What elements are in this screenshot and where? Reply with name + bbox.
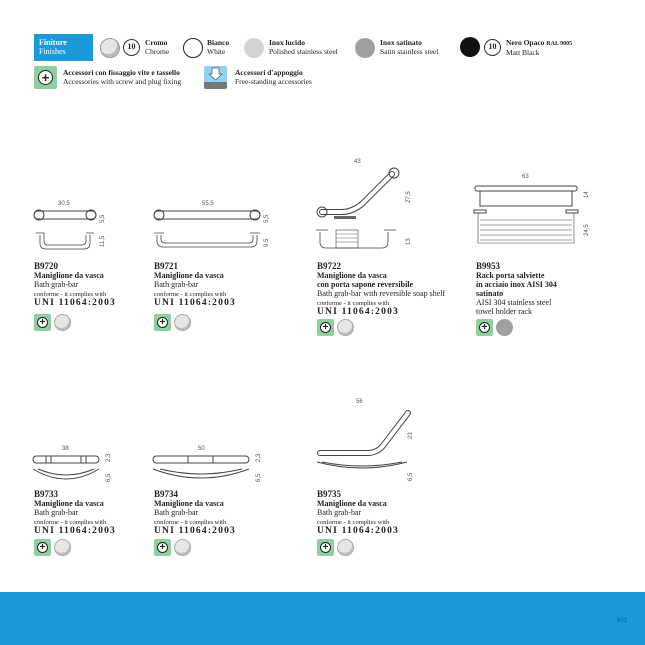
finish-polished: Inox lucido Polished stainless steel xyxy=(269,38,338,56)
svg-text:5,5: 5,5 xyxy=(264,214,270,223)
b9722-drawing: 43 27,5 13 xyxy=(316,159,412,249)
svg-text:6,5: 6,5 xyxy=(256,473,262,482)
svg-text:5,5: 5,5 xyxy=(100,214,106,223)
product-b9721: B9721 Maniglione da vasca Bath grab-bar co… xyxy=(154,262,236,331)
svg-text:6,5: 6,5 xyxy=(106,473,112,482)
svg-text:11,5: 11,5 xyxy=(100,235,106,247)
finish-white: Bianco White xyxy=(207,38,230,56)
screw-plug-icon: + xyxy=(34,539,51,556)
footer-band xyxy=(0,592,645,645)
finish-black: Nero Opaco RAL 9005 Matt Black xyxy=(506,38,573,57)
chrome-finish-icon xyxy=(174,314,191,331)
finish-chrome: Cromo Chrome xyxy=(145,38,170,56)
svg-text:43: 43 xyxy=(354,159,361,165)
b9720-drawing: 30,5 5,5 11,5 xyxy=(33,201,106,250)
chrome-finish-icon xyxy=(337,539,354,556)
polished-steel-swatch xyxy=(244,38,264,58)
svg-text:63: 63 xyxy=(522,174,529,180)
product-b9734: B9734 Maniglione da vasca Bath grab-bar co… xyxy=(154,490,236,556)
finish-satin: Inox satinato Satin stainless steel xyxy=(380,38,439,56)
screw-plug-icon: + xyxy=(476,319,493,336)
svg-text:24,5: 24,5 xyxy=(584,224,590,236)
chrome-finish-icon xyxy=(174,539,191,556)
b9721-drawing: 55,5 5,5 9,5 xyxy=(153,201,270,248)
b9733-drawing: 38 2,3 6,5 xyxy=(32,446,112,482)
svg-text:2,3: 2,3 xyxy=(106,453,112,462)
product-b9733: B9733 Maniglione da vasca Bath grab-bar co… xyxy=(34,490,116,556)
svg-text:2,3: 2,3 xyxy=(256,453,262,462)
warranty-10-badge: 10 xyxy=(123,39,140,56)
svg-text:38: 38 xyxy=(62,446,69,452)
svg-text:13: 13 xyxy=(406,238,412,245)
product-b9735: B9735 Maniglione da vasca Bath grab-bar co… xyxy=(317,490,399,556)
b9734-drawing: 50 2,3 6,5 xyxy=(152,446,262,482)
chrome-finish-icon xyxy=(54,314,71,331)
svg-text:56: 56 xyxy=(356,399,363,405)
product-b9722: B9722 Maniglione da vasca con porta sapone… xyxy=(317,262,445,336)
finishes-label: Finiture Finishes xyxy=(34,34,93,61)
b9953-drawing: 63 14 24,5 xyxy=(473,174,590,244)
screw-plug-icon: + xyxy=(34,314,51,331)
svg-text:9,5: 9,5 xyxy=(264,238,270,247)
chrome-swatch xyxy=(100,38,120,58)
product-b9953: B9953 Rack porta salviette in acciaio inox… xyxy=(476,262,557,336)
fixing-screw: Accessori con fissaggio vite e tassello A… xyxy=(63,68,182,86)
chrome-finish-icon xyxy=(337,319,354,336)
svg-text:23: 23 xyxy=(408,432,414,439)
satin-finish-icon xyxy=(496,319,513,336)
svg-text:55,5: 55,5 xyxy=(202,201,214,207)
white-swatch xyxy=(183,38,203,58)
svg-text:14: 14 xyxy=(584,191,590,198)
b9735-drawing: 56 23 6,5 xyxy=(316,399,414,481)
fixing-free: Accessori d'appoggio Free-standing access… xyxy=(235,68,312,86)
screw-plug-icon: + xyxy=(154,314,171,331)
product-b9720: B9720 Maniglione da vasca Bath grab-bar co… xyxy=(34,262,116,331)
free-standing-icon xyxy=(204,66,227,89)
page-number: 603 xyxy=(616,618,627,624)
screw-plug-icon: + xyxy=(154,539,171,556)
screw-plug-icon: + xyxy=(317,539,334,556)
svg-text:27,5: 27,5 xyxy=(406,191,412,203)
svg-text:6,5: 6,5 xyxy=(408,472,414,481)
svg-text:30,5: 30,5 xyxy=(58,201,70,207)
chrome-finish-icon xyxy=(54,539,71,556)
satin-steel-swatch xyxy=(355,38,375,58)
svg-text:50: 50 xyxy=(198,446,205,452)
warranty-10-badge: 10 xyxy=(484,39,501,56)
screw-plug-icon: + xyxy=(317,319,334,336)
screw-plug-icon: + xyxy=(34,66,57,89)
matt-black-swatch xyxy=(460,37,480,57)
